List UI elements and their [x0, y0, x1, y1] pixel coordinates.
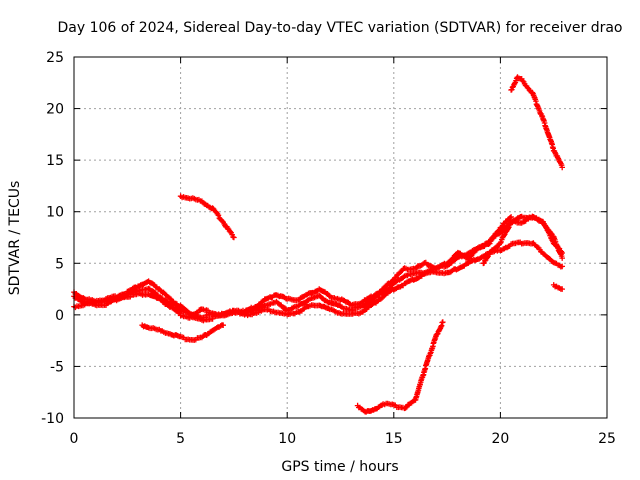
y-tick-label: -5 [50, 359, 64, 375]
x-tick-label: 10 [278, 431, 296, 447]
x-axis-label: GPS time / hours [281, 459, 398, 475]
series-markers [177, 193, 237, 241]
y-tick-label: 15 [46, 153, 64, 169]
x-tick-label: 0 [70, 431, 79, 447]
x-tick-label: 15 [385, 431, 403, 447]
axis-ticks: 0 5 10 15 20 25 -10 -5 0 5 10 15 20 25 [41, 50, 616, 447]
y-axis-label: SDTVAR / TECUs [7, 181, 23, 296]
plot-frame [73, 56, 608, 419]
series-track-f [177, 193, 237, 241]
y-tick-label: 10 [46, 205, 64, 221]
y-tick-label: 5 [55, 256, 64, 272]
series-markers [354, 319, 446, 415]
x-tick-label: 5 [176, 431, 185, 447]
data-points [71, 74, 565, 415]
series-markers [139, 322, 226, 343]
series-track-d [480, 239, 565, 270]
y-tick-label: 20 [46, 102, 64, 118]
series-track-g [354, 319, 446, 415]
x-tick-label: 25 [598, 431, 616, 447]
x-tick-label: 20 [491, 431, 509, 447]
y-tick-label: 0 [55, 308, 64, 324]
series-track-h [508, 74, 565, 171]
series-track-e [139, 322, 226, 343]
chart-title: Day 106 of 2024, Sidereal Day-to-day VTE… [57, 20, 622, 36]
series-markers [480, 239, 565, 270]
y-tick-label: -10 [41, 411, 64, 427]
series-track-i [550, 282, 565, 292]
series-markers [550, 282, 565, 292]
y-tick-label: 25 [46, 50, 64, 66]
series-markers [508, 74, 565, 171]
